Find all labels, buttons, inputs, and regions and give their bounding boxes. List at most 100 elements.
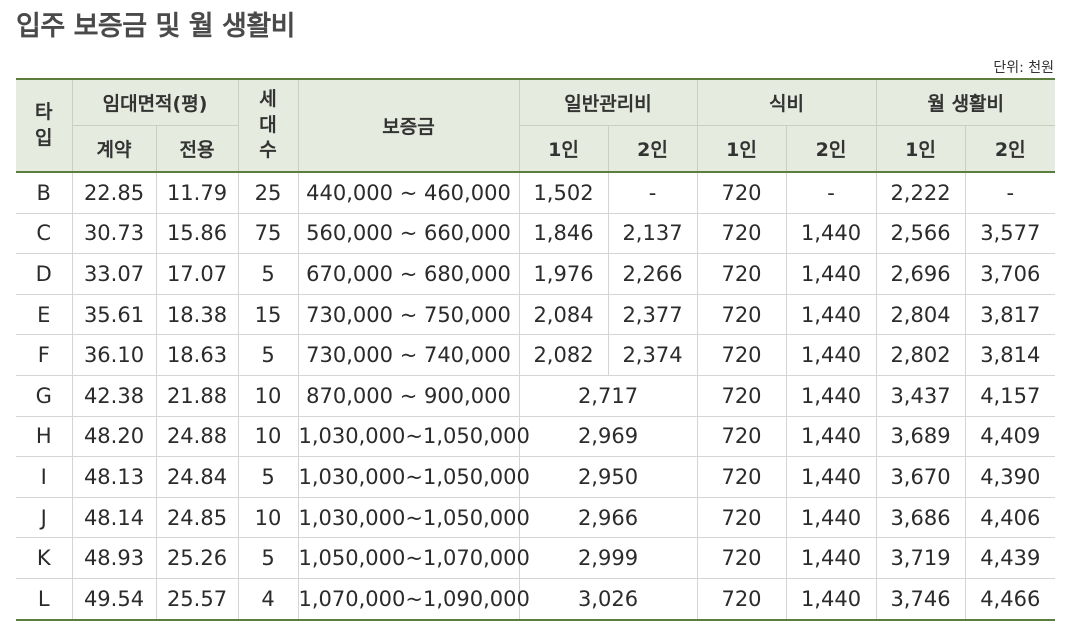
cell-food-one: 720 [696, 537, 787, 579]
cell-living-two: 4,466 [964, 577, 1056, 621]
cell-living-one: 3,689 [875, 415, 966, 458]
cell-deposit: 730,000 ~ 740,000 [297, 334, 520, 376]
cell-type: B [16, 171, 73, 214]
cell-food-two: 1,440 [785, 496, 877, 539]
cell-mgmt-two: 2,137 [607, 212, 698, 255]
cell-mgmt-two: 2,266 [607, 253, 698, 295]
table-row: K 48.93 25.26 5 1,050,000~1,070,000 2,99… [16, 537, 1056, 579]
cell-food-two: 1,440 [785, 334, 877, 376]
cell-contract: 49.54 [71, 577, 157, 621]
cell-food-one: 720 [696, 253, 787, 295]
page-title: 입주 보증금 및 월 생활비 [16, 11, 296, 42]
table-row: I 48.13 24.84 5 1,030,000~1,050,000 2,95… [16, 456, 1056, 498]
cell-food-one: 720 [696, 496, 787, 539]
cell-living-one: 3,746 [875, 577, 966, 621]
cell-deposit: 1,070,000~1,090,000 [297, 577, 530, 621]
cell-food-two: 1,440 [785, 577, 877, 621]
header-mgmt: 일반관리비 [518, 78, 698, 126]
cell-living-two: 4,409 [964, 415, 1056, 458]
table-row: J 48.14 24.85 10 1,030,000~1,050,000 2,9… [16, 496, 1056, 539]
table-row: D 33.07 17.07 5 670,000 ~ 680,000 1,976 … [16, 253, 1056, 295]
header-food-two: 2인 [785, 125, 877, 173]
cell-food-two: 1,440 [785, 415, 877, 458]
cell-food-one: 720 [696, 456, 787, 498]
cell-food-one: 720 [696, 577, 787, 621]
table-row: L 49.54 25.57 4 1,070,000~1,090,000 3,02… [16, 577, 1056, 621]
cell-living-two: - [964, 171, 1056, 214]
cell-mgmt-two: - [607, 171, 698, 214]
cell-food-two: 1,440 [785, 212, 877, 255]
header-living: 월 생활비 [875, 78, 1056, 126]
cell-households: 5 [237, 334, 299, 376]
cell-living-one: 2,566 [875, 212, 966, 255]
cell-deposit: 870,000 ~ 900,000 [297, 374, 520, 417]
cell-food-one: 720 [696, 171, 787, 214]
cell-deposit: 730,000 ~ 750,000 [297, 293, 520, 336]
cell-type: J [16, 496, 73, 539]
cell-living-one: 3,686 [875, 496, 966, 539]
header-food-one: 1인 [696, 125, 787, 173]
cell-living-one: 3,719 [875, 537, 966, 579]
cell-deposit: 1,050,000~1,070,000 [297, 537, 530, 579]
header-area-contract: 계약 [72, 125, 157, 173]
table-row: H 48.20 24.88 10 1,030,000~1,050,000 2,9… [16, 415, 1056, 458]
table-row: G 42.38 21.88 10 870,000 ~ 900,000 2,717… [16, 374, 1056, 417]
cell-deposit: 440,000 ~ 460,000 [297, 171, 520, 214]
cell-living-two: 3,817 [964, 293, 1056, 336]
cell-contract: 22.85 [71, 171, 157, 214]
cell-type: G [16, 374, 73, 417]
cell-exclusive: 25.57 [155, 577, 239, 621]
cell-contract: 35.61 [71, 293, 157, 336]
cell-mgmt-one: 1,846 [518, 212, 609, 255]
cell-living-two: 4,406 [964, 496, 1056, 539]
cell-living-one: 2,222 [875, 171, 966, 214]
cell-living-one: 2,804 [875, 293, 966, 336]
cell-food-one: 720 [696, 212, 787, 255]
cell-living-one: 3,670 [875, 456, 966, 498]
cell-exclusive: 11.79 [155, 171, 239, 214]
header-mgmt-two: 2인 [607, 125, 698, 173]
cell-households: 75 [237, 212, 299, 255]
cell-food-two: 1,440 [785, 253, 877, 295]
cell-mgmt-shared: 2,717 [518, 374, 698, 417]
cell-living-two: 3,814 [964, 334, 1056, 376]
cell-food-one: 720 [696, 374, 787, 417]
cell-exclusive: 15.86 [155, 212, 239, 255]
cell-deposit: 1,030,000~1,050,000 [297, 456, 530, 498]
header-households: 세 대 수 [237, 78, 299, 173]
cell-contract: 30.73 [71, 212, 157, 255]
cell-living-two: 4,439 [964, 537, 1056, 579]
cell-contract: 48.93 [71, 537, 157, 579]
cell-food-one: 720 [696, 334, 787, 376]
cell-deposit: 560,000 ~ 660,000 [297, 212, 520, 255]
cell-food-two: 1,440 [785, 293, 877, 336]
table-row: E 35.61 18.38 15 730,000 ~ 750,000 2,084… [16, 293, 1056, 336]
cell-exclusive: 24.84 [155, 456, 239, 498]
cell-food-one: 720 [696, 415, 787, 458]
cell-exclusive: 25.26 [155, 537, 239, 579]
cell-deposit: 1,030,000~1,050,000 [297, 415, 530, 458]
cell-deposit: 670,000 ~ 680,000 [297, 253, 520, 295]
cell-type: C [16, 212, 73, 255]
cell-households: 10 [237, 374, 299, 417]
cell-exclusive: 18.63 [155, 334, 239, 376]
cell-food-two: 1,440 [785, 537, 877, 579]
cell-households: 5 [237, 456, 299, 498]
cell-households: 10 [237, 415, 299, 458]
cell-contract: 36.10 [71, 334, 157, 376]
header-food: 식비 [696, 78, 877, 126]
cell-exclusive: 21.88 [155, 374, 239, 417]
header-deposit: 보증금 [297, 78, 520, 173]
cell-food-two: 1,440 [785, 456, 877, 498]
cell-mgmt-shared: 2,966 [518, 496, 698, 539]
cell-living-two: 3,706 [964, 253, 1056, 295]
cell-mgmt-two: 2,374 [607, 334, 698, 376]
cell-contract: 42.38 [71, 374, 157, 417]
header-area: 임대면적(평) [71, 78, 239, 126]
header-type-text: 타 입 [35, 100, 53, 149]
cell-type: K [16, 537, 73, 579]
cell-mgmt-one: 1,502 [518, 171, 609, 214]
cell-type: H [16, 415, 73, 458]
cell-mgmt-one: 2,084 [518, 293, 609, 336]
cell-type: I [16, 456, 73, 498]
